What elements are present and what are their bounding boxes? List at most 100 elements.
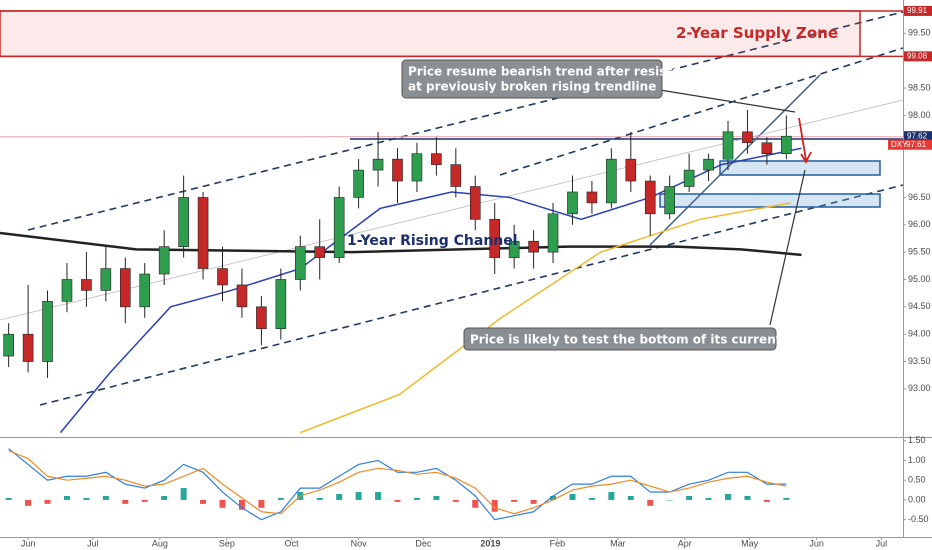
x-tick-label: Jun: [21, 538, 36, 548]
range-box: [659, 193, 881, 208]
callout-text: Price is likely to test the bottom of it…: [470, 333, 825, 347]
pointer: [659, 89, 796, 113]
moving-average: [59, 147, 802, 434]
candle-body: [761, 142, 773, 154]
histogram-bar: [5, 497, 12, 500]
candle-body: [139, 273, 151, 308]
histogram-bar: [472, 499, 479, 508]
y-tick-label: 94.00: [908, 329, 931, 339]
histogram-bar: [161, 495, 168, 500]
histogram-bar: [355, 492, 362, 500]
histogram-bar: [180, 488, 187, 500]
y-tick-label: 99.50: [908, 28, 931, 38]
data-layer: 2-Year Supply Zone: [0, 10, 903, 434]
histogram-bar: [238, 499, 245, 510]
y-tick-label: 93.00: [908, 383, 931, 393]
x-tick-label: 2019: [480, 538, 500, 548]
price-tag: [904, 51, 932, 62]
candle-body: [469, 186, 481, 220]
candle-body: [314, 246, 326, 258]
histogram-bar: [25, 499, 32, 506]
candle-body: [703, 158, 714, 171]
y-tick-label: 98.50: [908, 82, 931, 92]
moving-average: [0, 231, 802, 257]
candle-body: [42, 301, 53, 362]
candle-body: [158, 246, 170, 275]
histogram-bar: [83, 497, 90, 500]
y-tick-label: 0.50: [908, 475, 926, 485]
price-tag-label: 99.91: [907, 6, 928, 15]
trendline: [649, 74, 821, 246]
channel-line: [39, 184, 904, 406]
x-tick-label: Mar: [610, 538, 626, 548]
histogram-bar: [647, 499, 654, 506]
channel-label: 1-Year Rising Channel: [347, 233, 518, 249]
histogram-bar: [744, 495, 751, 500]
histogram-bar: [375, 492, 382, 500]
symbol-name: DXY: [891, 140, 908, 149]
candle-body: [508, 240, 520, 258]
histogram-bar: [44, 499, 51, 504]
histogram-bar: [686, 495, 693, 500]
channel-line: [27, 11, 904, 231]
histogram-bar: [627, 495, 634, 500]
candle-body: [528, 240, 539, 253]
y-tick-label: 1.00: [908, 455, 926, 465]
histogram-bar: [219, 499, 226, 508]
candle-body: [450, 164, 462, 187]
candle-body: [586, 191, 598, 204]
channel-line: [499, 47, 904, 176]
candle-body: [61, 279, 73, 302]
histogram-bar: [569, 494, 576, 500]
arrow: [798, 117, 812, 164]
x-tick-label: Jul: [87, 538, 99, 548]
annotations: Price resume bearish trend after resista…: [347, 59, 825, 351]
candle-body: [333, 197, 345, 258]
x-tick-label: Apr: [678, 538, 692, 548]
histogram-bar: [491, 499, 498, 512]
y-tick-label: 93.50: [908, 356, 931, 366]
histogram-bar: [608, 492, 615, 500]
candle-body: [742, 131, 753, 144]
candle-body: [236, 284, 248, 308]
candle-body: [217, 268, 228, 286]
candle-body: [547, 213, 559, 253]
pointer: [769, 169, 806, 326]
x-tick-label: Nov: [351, 538, 368, 548]
callout-box: [463, 327, 777, 351]
y-tick-label: 96.50: [908, 192, 931, 202]
candle-body: [683, 169, 695, 187]
candle-body: [353, 169, 364, 198]
histogram-bar: [588, 497, 595, 500]
x-tick-label: Dec: [415, 538, 432, 548]
signal-line: [8, 450, 787, 515]
histogram-bar: [336, 494, 343, 500]
price-tag-label: 97.62: [907, 131, 928, 140]
candle-body: [275, 279, 287, 330]
candle-body: [256, 306, 267, 330]
macd-line: [8, 448, 787, 521]
histogram-bar: [511, 499, 518, 502]
x-tick-label: Jul: [876, 538, 888, 548]
x-tick-label: Oct: [285, 538, 300, 548]
callout-box: [401, 59, 663, 99]
histogram-bar: [102, 495, 109, 500]
histogram-bar: [783, 497, 790, 500]
zone-label: 2-Year Supply Zone: [676, 24, 838, 42]
x-tick-label: Aug: [152, 538, 168, 548]
candle-body: [625, 158, 637, 182]
histogram-bar: [550, 495, 557, 500]
candle-body: [3, 333, 14, 357]
candle-body: [606, 158, 617, 204]
y-tick-label: 96.00: [908, 219, 931, 229]
candle-body: [294, 246, 306, 280]
candle-body: [372, 158, 384, 171]
y-tick-label: 95.50: [908, 247, 931, 257]
candle-body: [392, 158, 403, 182]
candle-body: [411, 153, 423, 182]
callout-text: Price resume bearish trend after resista…: [408, 65, 704, 79]
histogram-bar: [413, 497, 420, 500]
callout-text: at previously broken rising trendline: [408, 80, 656, 94]
x-tick-label: Jun: [809, 538, 824, 548]
